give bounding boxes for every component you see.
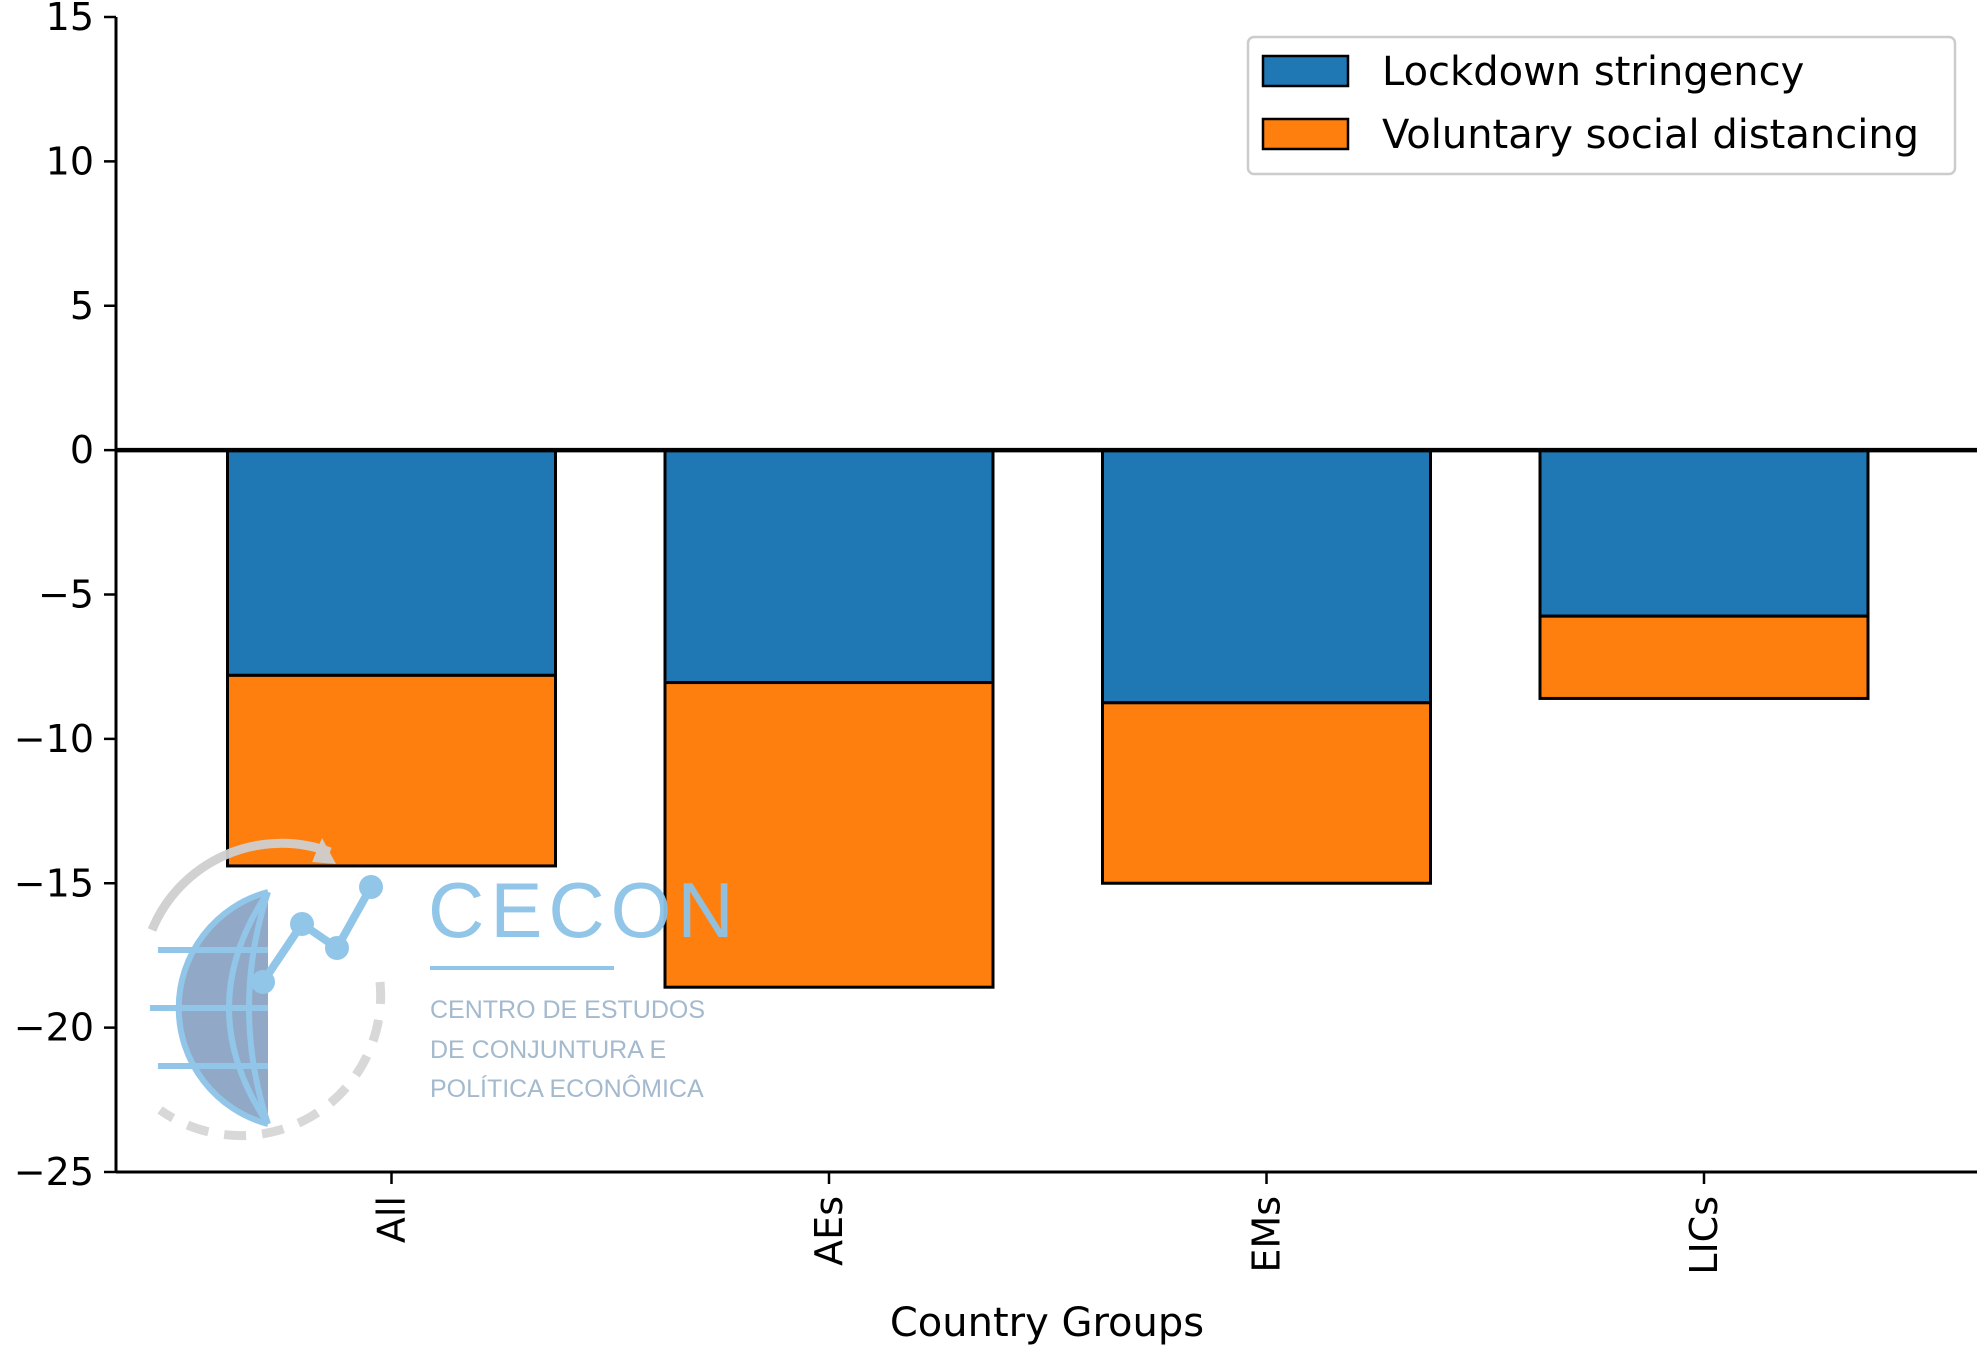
bar-aes-lockdown-stringency [663, 448, 995, 685]
y-tick-label: −10 [14, 717, 94, 761]
watermark-line-3: POLÍTICA ECONÔMICA [430, 1074, 704, 1103]
y-tick-label: −15 [14, 861, 94, 905]
watermark-line-1: CENTRO DE ESTUDOS [430, 996, 705, 1024]
watermark-title: CECON [428, 866, 740, 954]
y-tick-label: 15 [46, 0, 94, 39]
bar-all-lockdown-stringency [226, 448, 557, 677]
bar-lics-lockdown-stringency [1538, 448, 1870, 618]
cecon-watermark: CECON CENTRO DE ESTUDOS DE CONJUNTURA E … [147, 838, 740, 1141]
y-tick-label: 10 [46, 139, 94, 183]
legend: Lockdown stringency Voluntary social dist… [1246, 35, 1957, 176]
legend-frame [1246, 35, 1957, 176]
y-tick-label: 5 [70, 284, 94, 328]
y-tick-label: −25 [14, 1150, 94, 1194]
watermark-line-2: DE CONJUNTURA E [430, 1036, 666, 1064]
x-tick-label: AEs [807, 1196, 851, 1266]
y-tick-label: 0 [70, 428, 94, 472]
bar-ems-voluntary-social-distancing [1101, 701, 1432, 885]
legend-swatch [1261, 54, 1350, 88]
y-tick-label: −5 [38, 573, 94, 617]
globe-chart-icon [147, 838, 386, 1141]
legend-swatch [1261, 117, 1350, 151]
bar-aes-voluntary-social-distancing [663, 681, 995, 989]
bar-lics-voluntary-social-distancing [1538, 614, 1870, 700]
legend-label: Lockdown stringency [1382, 49, 1804, 95]
x-axis-title: Country Groups [890, 1300, 1204, 1345]
bars-layer [226, 448, 1870, 989]
axes: 15 10 5 0 −5 −10 −15 −20 −25 All AEs EMs LICs Country… [14, 0, 1977, 1345]
x-tick-label: EMs [1245, 1196, 1289, 1273]
y-tick-label: −20 [14, 1006, 94, 1050]
legend-label: Voluntary social distancing [1382, 112, 1919, 158]
x-tick-label: LICs [1682, 1196, 1726, 1275]
x-tick-label: All [370, 1196, 414, 1243]
bar-ems-lockdown-stringency [1101, 448, 1432, 705]
bar-all-voluntary-social-distancing [226, 673, 557, 868]
